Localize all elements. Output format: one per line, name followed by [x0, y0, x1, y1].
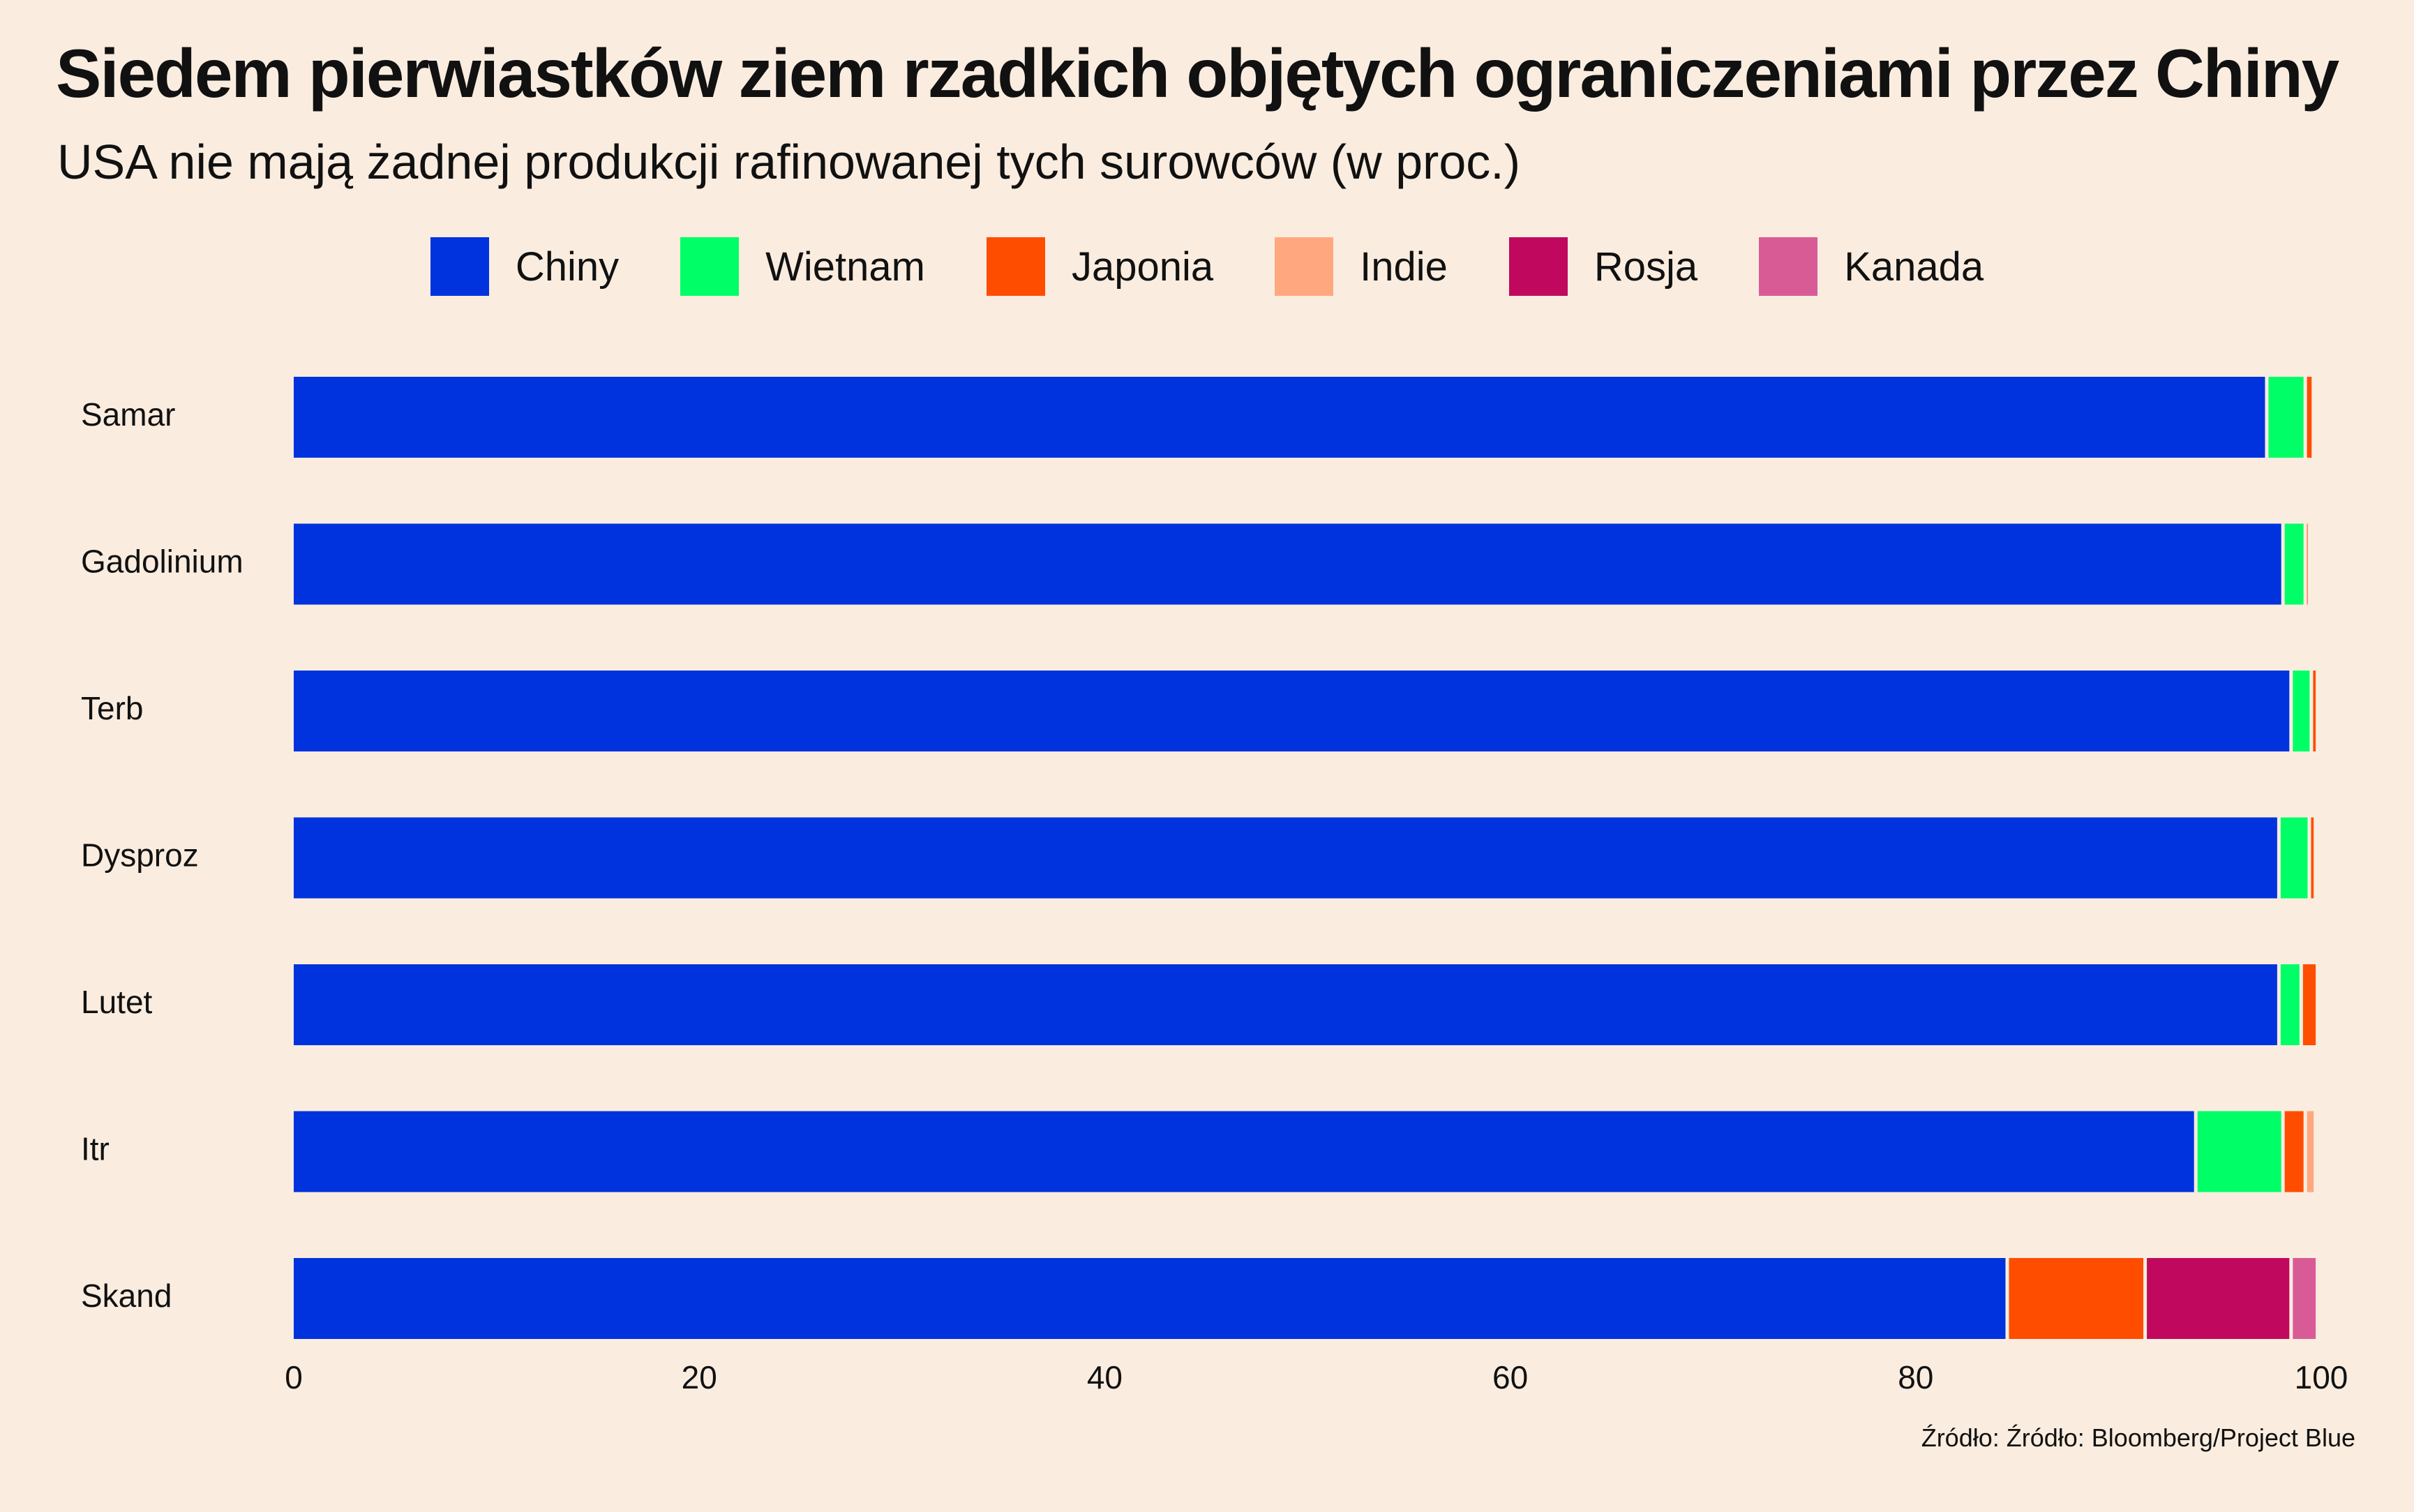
category-label-gadolinium: Gadolinium — [81, 544, 243, 580]
legend-item-wietnam: Wietnam — [680, 237, 925, 296]
bar-samar-wietnam — [2268, 377, 2304, 458]
x-tick-label-40: 40 — [1087, 1359, 1123, 1395]
legend-swatch-wietnam — [680, 237, 740, 296]
bar-samar-japonia — [2307, 377, 2312, 458]
bar-terb-japonia — [2313, 671, 2316, 751]
chart-subtitle: USA nie mają żadnej produkcji rafinowane… — [57, 135, 1521, 189]
legend-item-japonia: Japonia — [986, 237, 1214, 296]
bar-dysproz-japonia — [2311, 817, 2314, 899]
x-tick-label-100: 100 — [2295, 1359, 2348, 1395]
source-note: Źródło: Źródło: Bloomberg/Project Blue — [1921, 1423, 2355, 1452]
legend-item-rosja: Rosja — [1508, 237, 1698, 296]
bar-dysproz-chiny — [294, 817, 2277, 899]
legend-item-indie: Indie — [1275, 237, 1448, 296]
bar-samar-chiny — [294, 377, 2265, 458]
legend-label-indie: Indie — [1360, 244, 1448, 290]
legend-item-kanada: Kanada — [1759, 237, 1984, 296]
x-tick-label-80: 80 — [1898, 1359, 1933, 1395]
legend-item-chiny: Chiny — [430, 237, 619, 296]
bar-lutet-japonia — [2302, 964, 2316, 1045]
bar-skand-chiny — [294, 1258, 2006, 1339]
category-label-terb: Terb — [81, 690, 143, 726]
bar-itr-chiny — [294, 1111, 2194, 1192]
legend-label-wietnam: Wietnam — [765, 244, 925, 290]
bar-skand-japonia — [2009, 1258, 2144, 1339]
chart-title: Siedem pierwiastków ziem rzadkich objęty… — [56, 35, 2339, 112]
bar-gadolinium-chiny — [294, 523, 2281, 605]
legend-label-chiny: Chiny — [515, 244, 620, 290]
x-tick-label-0: 0 — [285, 1359, 303, 1395]
category-label-samar: Samar — [81, 396, 175, 433]
bar-skand-kanada — [2293, 1258, 2316, 1339]
category-label-lutet: Lutet — [81, 984, 153, 1020]
category-label-dysproz: Dysproz — [81, 837, 199, 874]
x-tick-label-20: 20 — [682, 1359, 717, 1395]
bar-terb-wietnam — [2293, 671, 2310, 751]
bar-skand-rosja — [2147, 1258, 2290, 1339]
bar-lutet-chiny — [294, 964, 2277, 1045]
bar-itr-japonia — [2284, 1111, 2304, 1192]
x-tick-label-60: 60 — [1492, 1359, 1528, 1395]
bar-dysproz-wietnam — [2280, 817, 2308, 899]
bar-lutet-wietnam — [2280, 964, 2300, 1045]
category-label-itr: Itr — [81, 1131, 110, 1167]
category-label-skand: Skand — [81, 1278, 172, 1314]
legend-label-rosja: Rosja — [1594, 244, 1698, 290]
legend-swatch-japonia — [986, 237, 1045, 296]
legend-swatch-indie — [1275, 237, 1334, 296]
legend-swatch-rosja — [1508, 237, 1568, 296]
legend-label-kanada: Kanada — [1844, 244, 1984, 290]
bar-gadolinium-japonia — [2307, 523, 2308, 605]
bar-itr-wietnam — [2197, 1111, 2281, 1192]
chart-legend: Chiny Wietnam Japonia Indie Rosja Kanada — [0, 237, 2414, 296]
legend-swatch-chiny — [430, 237, 489, 296]
bar-itr-indie — [2307, 1111, 2314, 1192]
bar-terb-chiny — [294, 671, 2290, 751]
legend-swatch-kanada — [1759, 237, 1818, 296]
legend-label-japonia: Japonia — [1071, 244, 1214, 290]
bar-gadolinium-wietnam — [2284, 523, 2304, 605]
